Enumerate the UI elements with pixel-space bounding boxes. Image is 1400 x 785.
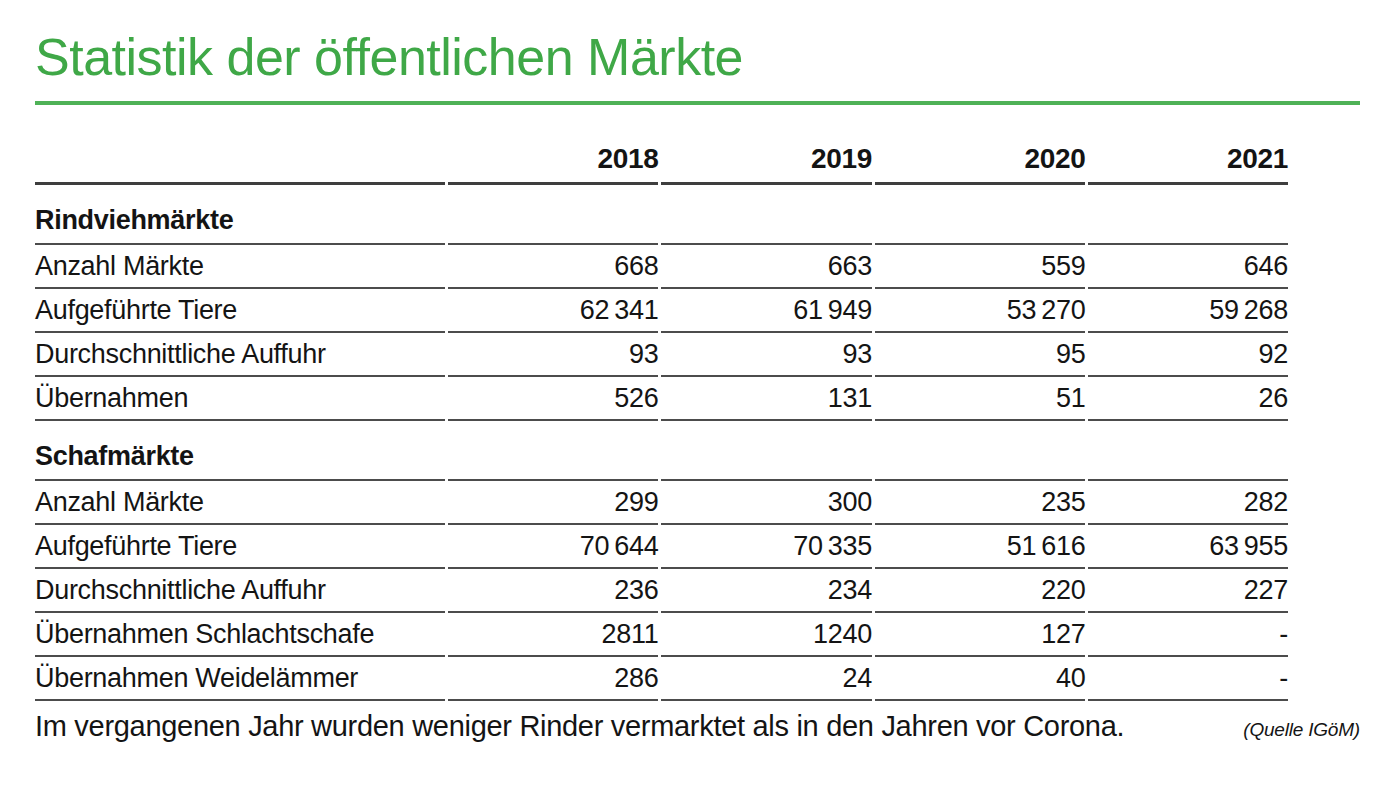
row-label: Übernahmen Schlachtschafe [35,613,445,657]
row-label: Aufgeführte Tiere [35,525,445,569]
table-row: Übernahmen Schlachtschafe28111240127- [35,613,1288,657]
table-row: Anzahl Märkte299300235282 [35,481,1288,525]
table-row: Anzahl Märkte668663559646 [35,245,1288,289]
value-cell: 59 268 [1088,289,1288,333]
value-cell: 61 949 [661,289,872,333]
value-cell: 559 [875,245,1086,289]
value-cell: 131 [661,377,872,421]
value-cell: - [1088,657,1288,701]
value-cell: 40 [875,657,1086,701]
value-cell: 51 616 [875,525,1086,569]
table-row: Aufgeführte Tiere70 64470 33551 61663 95… [35,525,1288,569]
title-underline-rule [35,101,1360,105]
year-header-spacer [35,143,445,185]
value-cell: 236 [448,569,659,613]
value-cell: 127 [875,613,1086,657]
caption-text: Im vergangenen Jahr wurden weniger Rinde… [35,710,1124,743]
section-empty-cell [448,185,659,245]
year-header-row: 2018 2019 2020 2021 [35,143,1288,185]
value-cell: 2811 [448,613,659,657]
row-label: Übernahmen [35,377,445,421]
value-cell: 62 341 [448,289,659,333]
value-cell: 92 [1088,333,1288,377]
table-row: Durchschnittliche Auffuhr93939592 [35,333,1288,377]
value-cell: 526 [448,377,659,421]
value-cell: 227 [1088,569,1288,613]
row-label: Durchschnittliche Auffuhr [35,333,445,377]
section-empty-cell [875,185,1086,245]
row-label: Anzahl Märkte [35,481,445,525]
section-empty-cell [661,421,872,481]
value-cell: 299 [448,481,659,525]
value-cell: 70 644 [448,525,659,569]
value-cell: 95 [875,333,1086,377]
value-cell: 51 [875,377,1086,421]
section-empty-cell [1088,185,1288,245]
value-cell: 93 [661,333,872,377]
statistics-infographic: Statistik der öffentlichen Märkte 2018 2… [0,0,1400,743]
value-cell: 220 [875,569,1086,613]
value-cell: 26 [1088,377,1288,421]
year-header-2018: 2018 [448,143,659,185]
section-empty-cell [1088,421,1288,481]
row-label: Anzahl Märkte [35,245,445,289]
value-cell: 234 [661,569,872,613]
page-title: Statistik der öffentlichen Märkte [35,30,1360,85]
table-row: Übernahmen Weidelämmer2862440- [35,657,1288,701]
value-cell: 53 270 [875,289,1086,333]
year-header-2019: 2019 [661,143,872,185]
value-cell: 663 [661,245,872,289]
section-header-row: Schafmärkte [35,421,1288,481]
source-credit: (Quelle IGöM) [1213,719,1360,741]
statistics-table-body: RindviehmärkteAnzahl Märkte668663559646A… [35,185,1288,702]
value-cell: 93 [448,333,659,377]
value-cell: 646 [1088,245,1288,289]
section-empty-cell [661,185,872,245]
value-cell: 286 [448,657,659,701]
statistics-table: 2018 2019 2020 2021 RindviehmärkteAnzahl… [32,143,1291,702]
value-cell: 282 [1088,481,1288,525]
row-label: Übernahmen Weidelämmer [35,657,445,701]
row-label: Durchschnittliche Auffuhr [35,569,445,613]
section-header-row: Rindviehmärkte [35,185,1288,245]
value-cell: 1240 [661,613,872,657]
table-row: Übernahmen5261315126 [35,377,1288,421]
value-cell: 63 955 [1088,525,1288,569]
value-cell: 70 335 [661,525,872,569]
year-header-2020: 2020 [875,143,1086,185]
section-empty-cell [448,421,659,481]
value-cell: 24 [661,657,872,701]
section-label: Rindviehmärkte [35,185,445,245]
section-label: Schafmärkte [35,421,445,481]
value-cell: 235 [875,481,1086,525]
value-cell: - [1088,613,1288,657]
section-empty-cell [875,421,1086,481]
value-cell: 300 [661,481,872,525]
caption-row: Im vergangenen Jahr wurden weniger Rinde… [35,710,1360,743]
table-row: Durchschnittliche Auffuhr236234220227 [35,569,1288,613]
table-row: Aufgeführte Tiere62 34161 94953 27059 26… [35,289,1288,333]
row-label: Aufgeführte Tiere [35,289,445,333]
year-header-2021: 2021 [1088,143,1288,185]
value-cell: 668 [448,245,659,289]
